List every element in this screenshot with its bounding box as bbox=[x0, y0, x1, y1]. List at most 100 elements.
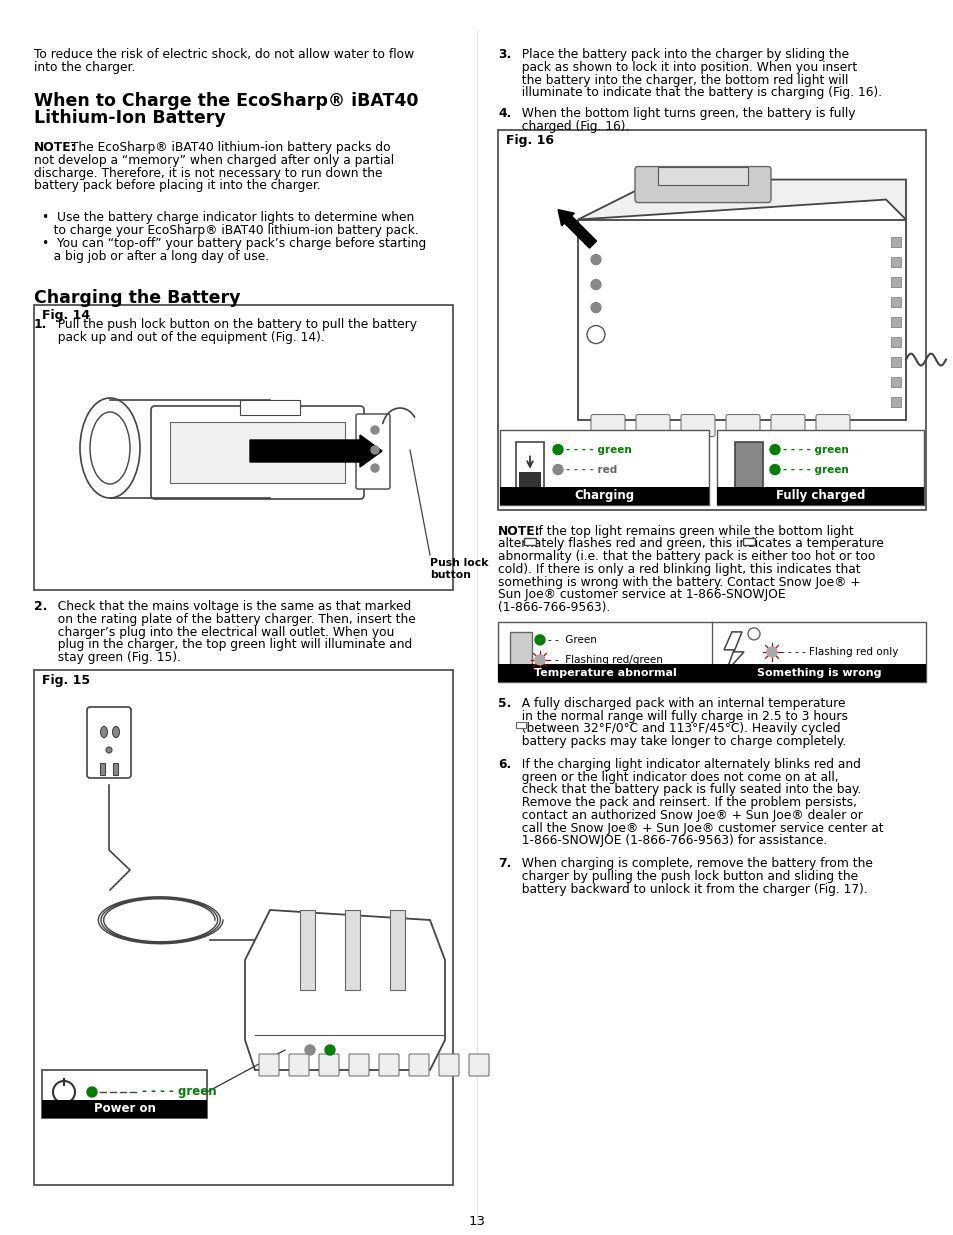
Ellipse shape bbox=[106, 747, 112, 753]
Text: 2.: 2. bbox=[34, 600, 48, 613]
Bar bbox=[390, 910, 405, 990]
Ellipse shape bbox=[112, 726, 119, 737]
Text: call the Snow Joe® + Sun Joe® customer service center at: call the Snow Joe® + Sun Joe® customer s… bbox=[514, 821, 882, 835]
Text: When charging is complete, remove the battery from the: When charging is complete, remove the ba… bbox=[514, 857, 872, 871]
Bar bbox=[717, 487, 923, 505]
Text: The EcoSharp® iBAT40 lithium-ion battery packs do: The EcoSharp® iBAT40 lithium-ion battery… bbox=[67, 141, 390, 154]
Text: - - - - red: - - - - red bbox=[565, 464, 617, 474]
Text: - - - - Flashing red only: - - - - Flashing red only bbox=[781, 647, 898, 657]
Circle shape bbox=[590, 303, 600, 312]
Text: alternately flashes red and green, this indicates a temperature: alternately flashes red and green, this … bbox=[497, 537, 882, 551]
Text: •  You can “top-off” your battery pack’s charge before starting: • You can “top-off” your battery pack’s … bbox=[42, 237, 426, 251]
Text: battery pack before placing it into the charger.: battery pack before placing it into the … bbox=[34, 179, 320, 193]
Bar bbox=[516, 722, 525, 727]
Circle shape bbox=[769, 464, 780, 474]
Text: Remove the pack and reinsert. If the problem persists,: Remove the pack and reinsert. If the pro… bbox=[514, 797, 856, 809]
Bar bbox=[34, 671, 453, 1186]
Text: not develop a “memory” when charged after only a partial: not develop a “memory” when charged afte… bbox=[34, 154, 394, 167]
Text: on the rating plate of the battery charger. Then, insert the: on the rating plate of the battery charg… bbox=[50, 613, 416, 626]
FancyBboxPatch shape bbox=[318, 1053, 338, 1076]
Polygon shape bbox=[578, 179, 905, 220]
FancyBboxPatch shape bbox=[151, 406, 364, 499]
FancyBboxPatch shape bbox=[770, 415, 804, 436]
Text: Power on: Power on bbox=[93, 1103, 155, 1115]
FancyArrow shape bbox=[558, 210, 596, 248]
Circle shape bbox=[87, 1087, 97, 1097]
FancyBboxPatch shape bbox=[469, 1053, 489, 1076]
Circle shape bbox=[305, 1045, 314, 1055]
Bar bbox=[717, 430, 923, 505]
Bar bbox=[42, 1100, 207, 1118]
Text: stay green (Fig. 15).: stay green (Fig. 15). bbox=[50, 651, 181, 664]
Bar bbox=[742, 537, 754, 545]
Circle shape bbox=[371, 464, 378, 472]
Text: Pull the push lock button on the battery to pull the battery: Pull the push lock button on the battery… bbox=[50, 317, 416, 331]
Ellipse shape bbox=[80, 398, 140, 498]
Bar bbox=[170, 422, 345, 483]
Text: Temperature abnormal: Temperature abnormal bbox=[533, 668, 676, 678]
Bar bbox=[499, 487, 708, 505]
Text: (1-866-766-9563).: (1-866-766-9563). bbox=[497, 601, 610, 614]
Circle shape bbox=[766, 647, 776, 657]
Text: A fully discharged pack with an internal temperature: A fully discharged pack with an internal… bbox=[514, 697, 844, 710]
Circle shape bbox=[553, 445, 562, 454]
Bar bbox=[516, 442, 543, 489]
Circle shape bbox=[535, 655, 544, 664]
Bar bbox=[299, 910, 314, 990]
Circle shape bbox=[553, 464, 562, 474]
FancyBboxPatch shape bbox=[635, 167, 770, 203]
Text: Something is wrong: Something is wrong bbox=[756, 668, 881, 678]
FancyBboxPatch shape bbox=[815, 415, 849, 436]
Text: Place the battery pack into the charger by sliding the: Place the battery pack into the charger … bbox=[514, 48, 848, 61]
Text: button: button bbox=[430, 571, 471, 580]
Text: - - - - green: - - - - green bbox=[782, 445, 848, 454]
FancyBboxPatch shape bbox=[349, 1053, 369, 1076]
FancyBboxPatch shape bbox=[636, 415, 669, 436]
Text: - -  Flashing red/green: - - Flashing red/green bbox=[547, 655, 662, 664]
Circle shape bbox=[325, 1045, 335, 1055]
Text: - -  Green: - - Green bbox=[547, 635, 597, 645]
Text: 7.: 7. bbox=[497, 857, 511, 871]
Bar bbox=[890, 316, 900, 326]
Bar bbox=[100, 763, 105, 776]
Bar bbox=[345, 910, 359, 990]
Text: Fully charged: Fully charged bbox=[775, 489, 864, 503]
Text: NOTE:: NOTE: bbox=[497, 525, 540, 537]
Text: 5.: 5. bbox=[497, 697, 511, 710]
Text: - - - - green: - - - - green bbox=[142, 1086, 216, 1098]
Text: - - - - green: - - - - green bbox=[782, 464, 848, 474]
Text: Charging the Battery: Charging the Battery bbox=[34, 289, 240, 308]
Bar bbox=[510, 632, 532, 677]
Bar bbox=[497, 622, 925, 682]
FancyBboxPatch shape bbox=[355, 414, 390, 489]
Bar bbox=[890, 396, 900, 406]
Text: charger’s plug into the electrical wall outlet. When you: charger’s plug into the electrical wall … bbox=[50, 625, 394, 638]
Text: Push lock: Push lock bbox=[430, 558, 488, 568]
Text: •  Use the battery charge indicator lights to determine when: • Use the battery charge indicator light… bbox=[42, 211, 414, 224]
Text: (between 32°F/0°C and 113°F/45°C). Heavily cycled: (between 32°F/0°C and 113°F/45°C). Heavi… bbox=[514, 722, 840, 735]
Bar bbox=[890, 377, 900, 387]
Text: the battery into the charger, the bottom red light will: the battery into the charger, the bottom… bbox=[514, 74, 847, 86]
Circle shape bbox=[769, 445, 780, 454]
Ellipse shape bbox=[100, 726, 108, 737]
Text: Check that the mains voltage is the same as that marked: Check that the mains voltage is the same… bbox=[50, 600, 411, 613]
Bar bbox=[890, 296, 900, 306]
Bar bbox=[658, 167, 747, 184]
Bar bbox=[497, 130, 925, 510]
Text: When to Charge the EcoSharp® iBAT40: When to Charge the EcoSharp® iBAT40 bbox=[34, 91, 418, 110]
Text: When the bottom light turns green, the battery is fully: When the bottom light turns green, the b… bbox=[514, 107, 855, 120]
Circle shape bbox=[590, 279, 600, 289]
Text: NOTE:: NOTE: bbox=[34, 141, 76, 154]
FancyBboxPatch shape bbox=[87, 706, 131, 778]
Circle shape bbox=[371, 446, 378, 454]
Circle shape bbox=[371, 426, 378, 433]
Text: battery packs may take longer to charge completely.: battery packs may take longer to charge … bbox=[514, 735, 845, 748]
FancyBboxPatch shape bbox=[438, 1053, 458, 1076]
Text: to charge your EcoSharp® iBAT40 lithium-ion battery pack.: to charge your EcoSharp® iBAT40 lithium-… bbox=[42, 224, 418, 237]
Text: Fig. 15: Fig. 15 bbox=[42, 674, 90, 687]
Text: If the top light remains green while the bottom light: If the top light remains green while the… bbox=[531, 525, 853, 537]
Bar bbox=[42, 1070, 207, 1118]
Text: check that the battery pack is fully seated into the bay.: check that the battery pack is fully sea… bbox=[514, 783, 861, 797]
Text: discharge. Therefore, it is not necessary to run down the: discharge. Therefore, it is not necessar… bbox=[34, 167, 382, 179]
Text: Fig. 14: Fig. 14 bbox=[42, 309, 90, 322]
